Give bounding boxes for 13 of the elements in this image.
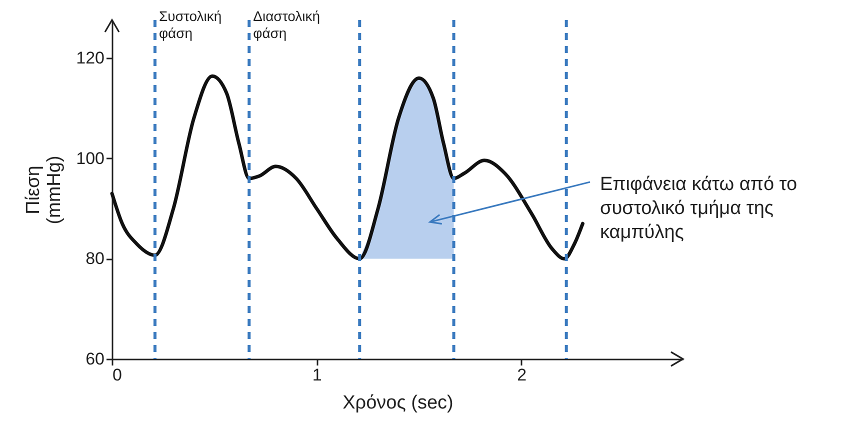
x-axis-title: Χρόνος (sec): [342, 392, 454, 414]
y-axis-title: Πίεση (mmHg): [23, 156, 66, 224]
y-tick-label: 60: [86, 350, 104, 368]
annotation: Συστολική φάση: [158, 8, 222, 41]
annotation: Διαστολική φάση: [253, 8, 320, 41]
annotation: Επιφάνεια κάτω από το συστολικό τμήμα της καμπύλης: [600, 174, 798, 243]
y-tick-label: 120: [76, 48, 104, 68]
x-tick-label: 2: [517, 366, 527, 384]
y-tick-label: 80: [86, 249, 104, 268]
line-series: [110, 74, 584, 260]
x-tick-label: 1: [312, 366, 322, 384]
y-tick-label: 100: [76, 148, 104, 168]
x-tick-label: 0: [112, 366, 122, 384]
